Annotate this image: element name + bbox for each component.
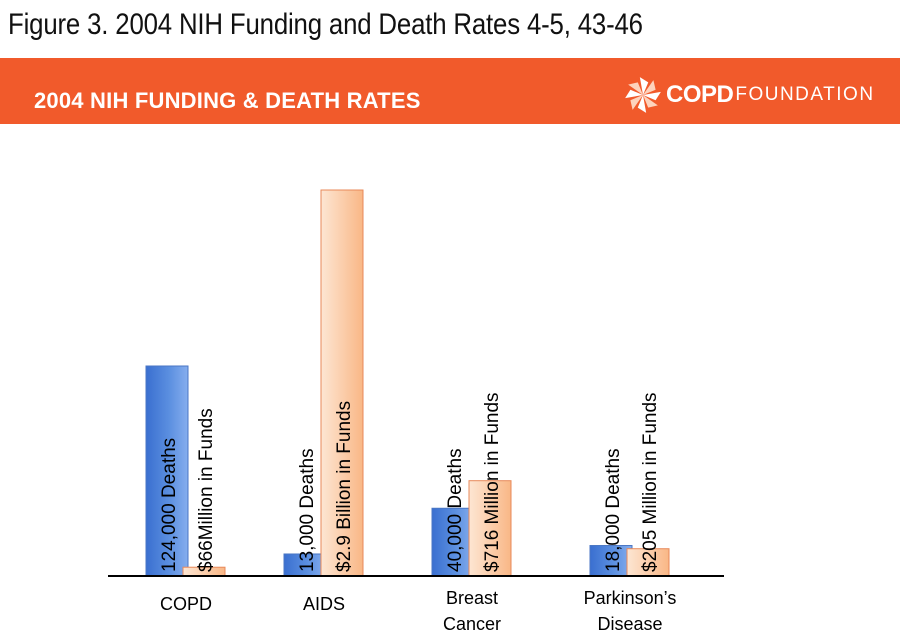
data-label-copd-deaths: 124,000 Deaths [159, 438, 180, 572]
category-label-breast-cancer: Breast Cancer [443, 588, 501, 634]
logo-wordmark-light: FOUNDATION [735, 84, 875, 105]
data-label-copd-funds: $66Million in Funds [196, 408, 217, 572]
banner-title: 2004 NIH FUNDING & DEATH RATES [34, 88, 421, 113]
bar-aids-funds [320, 189, 364, 577]
figure-title: Figure 3. 2004 NIH Funding and Death Rat… [8, 8, 643, 41]
funding-deaths-chart: 124,000 Deaths $66Million in Funds COPD 13,… [108, 189, 724, 634]
data-label-aids-funds: $2.9 Billion in Funds [334, 401, 355, 572]
logo-wordmark-bold: COPD [666, 81, 734, 108]
data-label-breast-cancer-deaths: 40,000 Deaths [445, 448, 466, 572]
bar-copd-deaths [145, 365, 189, 577]
data-label-aids-deaths: 13,000 Deaths [297, 448, 318, 572]
pinwheel-icon [625, 77, 661, 113]
copd-foundation-logo: COPD FOUNDATION [622, 75, 875, 115]
header-banner: 2004 NIH FUNDING & DEATH RATES COPD FOUN… [0, 58, 900, 124]
data-label-parkinson-s-disease-deaths: 18,000 Deaths [603, 448, 624, 572]
category-label-copd: COPD [160, 594, 212, 614]
category-label-parkinson-s-disease: Parkinson’s Disease [584, 588, 677, 634]
data-label-parkinson-s-disease-funds: $205 Million in Funds [640, 392, 661, 572]
category-label-aids: AIDS [303, 594, 345, 614]
data-label-breast-cancer-funds: $716 Million in Funds [482, 392, 503, 572]
